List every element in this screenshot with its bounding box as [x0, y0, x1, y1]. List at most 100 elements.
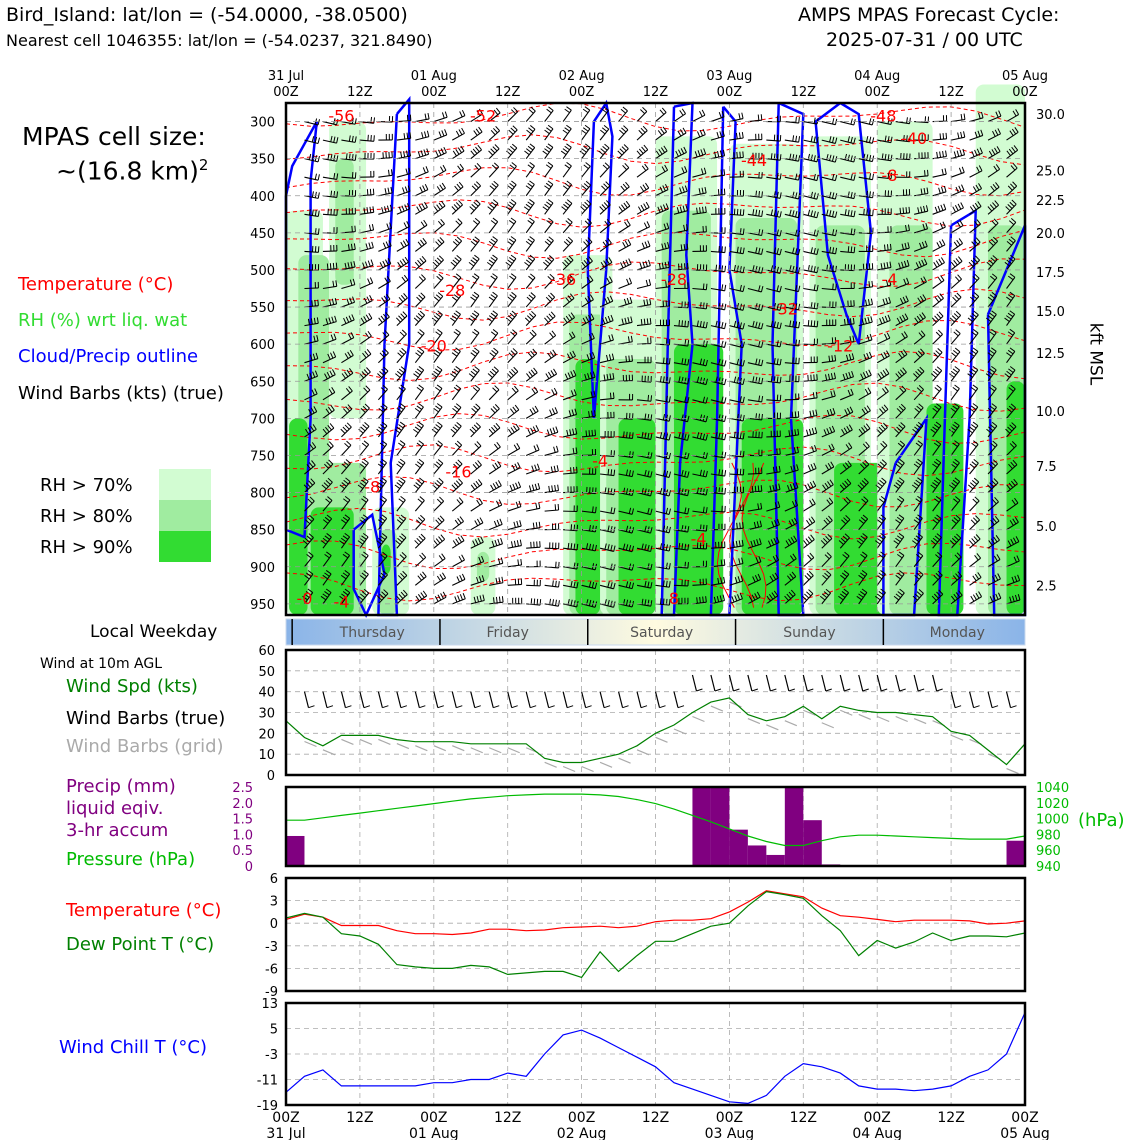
wind-barb-feather [784, 595, 789, 601]
wind-barb-feather [513, 107, 519, 113]
wind-barb [488, 465, 502, 475]
wind-barb [636, 226, 650, 234]
wind-barb-feather [436, 365, 443, 371]
wind-barb [563, 547, 578, 551]
wind-barb-feather [472, 331, 478, 336]
wind-barb-feather [816, 118, 819, 125]
wind-barb [525, 239, 535, 252]
wind-barb-feather [493, 347, 499, 353]
wind-barb-feather [843, 318, 846, 326]
wind-barb-feather [807, 209, 811, 216]
wind-barb-feather [585, 258, 591, 264]
wind-barb [877, 121, 892, 126]
wind-barb [359, 247, 374, 252]
wind-barb-feather [950, 463, 957, 468]
wind-barb-feather [896, 408, 902, 414]
wind-barb-feather [779, 304, 782, 311]
wind-barb-feather [556, 465, 559, 472]
wind-barb [322, 176, 337, 180]
wind-barb-feather [415, 463, 421, 469]
wind-barb [784, 504, 798, 512]
wind-barb-feather [931, 595, 937, 601]
wind-barb-feather [687, 340, 690, 347]
wind-barb-feather [957, 274, 962, 280]
wind-barb [1006, 221, 1017, 234]
wind-barb-feather [845, 496, 851, 502]
wind-barb [433, 538, 445, 549]
wind-barb-feather [829, 210, 832, 217]
wind-barb-feather [600, 261, 605, 268]
wind-barb-feather [529, 331, 535, 337]
wind-barb-feather [361, 498, 367, 503]
wind-barb-feather [385, 259, 389, 266]
wind-barb [932, 191, 947, 197]
wind-barb [618, 436, 633, 439]
wind-barb-feather [949, 373, 955, 378]
wind-barb-feather [332, 351, 337, 358]
wind-barb-feather [898, 405, 904, 411]
wind-barb [544, 165, 554, 178]
wind-barb-feather [972, 276, 978, 281]
wind-barb [636, 168, 649, 178]
wind-barb [802, 557, 815, 568]
wind-barb-feather [810, 516, 816, 522]
wind-barb-feather [896, 426, 902, 432]
wind-barb [766, 269, 781, 274]
wind-barb-feather [921, 312, 926, 318]
wind-barb-feather [640, 109, 646, 115]
wind-barb-feather [971, 150, 975, 157]
wind-barb-feather [379, 442, 386, 448]
wind-barb-feather [575, 427, 578, 435]
wind-barb-feather [490, 238, 497, 243]
wind-barb-feather [362, 352, 367, 359]
wind-barb-feather [758, 210, 761, 217]
wind-barb-feather [687, 526, 690, 533]
wind-barb-feather [527, 201, 533, 206]
wind-barb-feather [840, 537, 846, 543]
wind-barb-feather [606, 373, 609, 381]
wind-barb-feather [417, 349, 423, 355]
wind-barb-feather [381, 207, 384, 214]
wind-barb-feather [516, 540, 519, 547]
wind-barb-feather [775, 554, 780, 561]
wind-barb-feather [933, 575, 939, 580]
wind-barb-feather [642, 184, 647, 190]
wind-barb-feather [917, 207, 920, 214]
wind-barb [784, 540, 798, 549]
precip-ytick-3: 1.5 [232, 813, 253, 828]
wind-barb [987, 240, 999, 252]
wind-barb-feather [916, 405, 922, 411]
wind-barb-feather [624, 240, 629, 247]
wind-barb-feather [687, 359, 690, 366]
xs-ytick-950: 950 [250, 598, 275, 613]
wind-barb [396, 462, 406, 475]
temp-contour-label-19: 8 [669, 589, 679, 608]
wind-barb-feather [625, 488, 629, 495]
wind-barb-feather [407, 185, 411, 192]
wind-barb [710, 399, 725, 404]
wind-barb [969, 188, 982, 197]
wind-barb-feather [973, 477, 980, 483]
wind-barb-feather [437, 440, 443, 445]
wind-barb [451, 186, 464, 197]
wind-barb-feather [580, 206, 586, 211]
wind-barb-feather [639, 262, 643, 269]
wind-barb-feather [793, 517, 798, 524]
wind-barb [544, 184, 554, 197]
wind-barb-feather [1008, 387, 1014, 392]
wind-barb [692, 510, 707, 514]
wind-barb [692, 380, 707, 386]
wind-barb-feather [665, 526, 669, 533]
wind-barb [488, 504, 503, 512]
xs-ytick-800: 800 [250, 487, 275, 502]
wind-barb-feather [542, 150, 548, 156]
wind-barb-feather [628, 581, 632, 589]
wind-barb [322, 445, 334, 456]
wind-barb [747, 119, 762, 123]
wind-barb [673, 454, 688, 460]
wind-barb-feather [866, 154, 869, 161]
wind-barb [451, 204, 463, 215]
wind-barb [969, 241, 981, 252]
wind-barb-feather [626, 297, 630, 304]
wind-barb-feather [681, 543, 684, 550]
